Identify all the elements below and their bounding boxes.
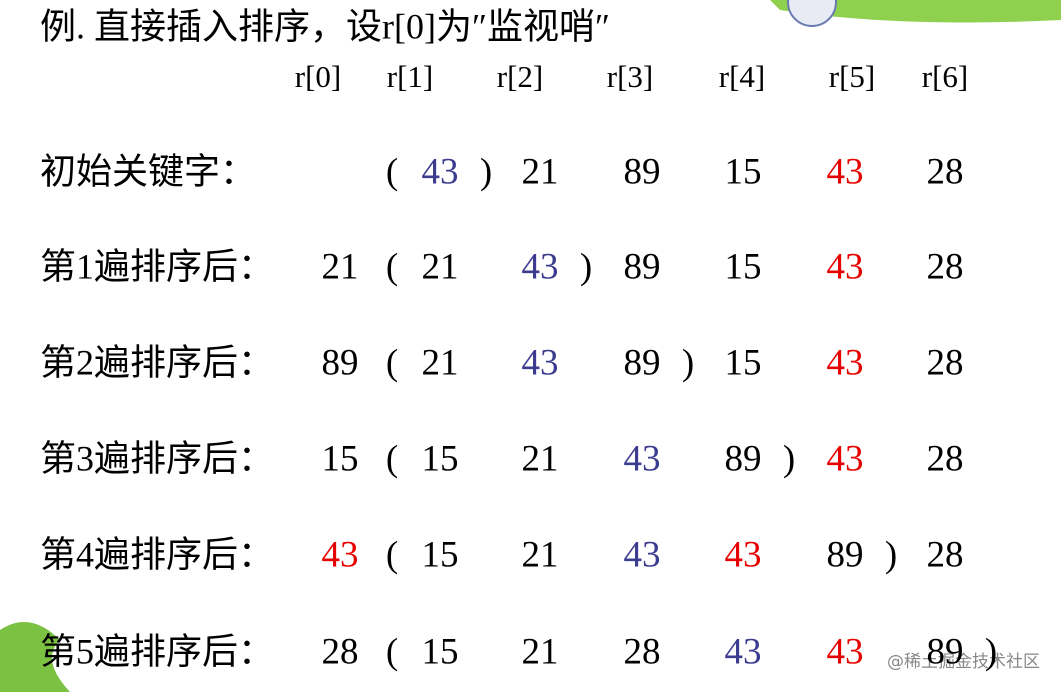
- key-value: 21: [522, 631, 559, 672]
- key-value: 43: [827, 246, 864, 287]
- key-value: 89: [624, 151, 661, 192]
- key-value: 43: [725, 631, 762, 672]
- decoration: [770, 0, 1061, 23]
- key-value: 15: [422, 438, 459, 479]
- key-value: 89: [927, 631, 964, 672]
- key-value: 43: [422, 151, 459, 192]
- paren: ): [480, 151, 492, 192]
- paren: ): [682, 342, 694, 383]
- paren: (: [386, 246, 398, 287]
- key-value: 89: [725, 438, 762, 479]
- row-label: 第2遍排序后：: [40, 342, 274, 382]
- key-value: 28: [927, 438, 964, 479]
- key-value: 21: [522, 151, 559, 192]
- paren: (: [386, 534, 398, 575]
- key-value: 15: [725, 342, 762, 383]
- key-value: 28: [927, 534, 964, 575]
- paren: (: [386, 438, 398, 479]
- key-value: 28: [927, 151, 964, 192]
- paren: ): [885, 534, 897, 575]
- column-header: r[4]: [719, 59, 765, 94]
- row-label: 第3遍排序后：: [40, 438, 274, 478]
- key-value: 28: [624, 631, 661, 672]
- decoration: [0, 622, 70, 692]
- key-value: 43: [624, 438, 661, 479]
- key-value: 89: [624, 246, 661, 287]
- key-value: 43: [725, 534, 762, 575]
- column-header: r[6]: [922, 59, 968, 94]
- key-value: 43: [827, 151, 864, 192]
- row-label: 第4遍排序后：: [40, 534, 274, 574]
- column-header: r[0]: [295, 59, 341, 94]
- paren: ): [783, 438, 795, 479]
- key-value: 43: [624, 534, 661, 575]
- paren: ): [580, 246, 592, 287]
- key-value: 43: [522, 246, 559, 287]
- row-label: 第5遍排序后：: [40, 631, 274, 671]
- key-value: 28: [322, 631, 359, 672]
- key-value: 43: [827, 438, 864, 479]
- watermark: @稀土掘金技术社区: [887, 652, 1040, 672]
- key-value: 43: [827, 631, 864, 672]
- key-value: 21: [422, 246, 459, 287]
- paren: (: [386, 342, 398, 383]
- column-header: r[5]: [829, 59, 875, 94]
- key-value: 43: [827, 342, 864, 383]
- paren: ): [985, 631, 997, 672]
- key-value: 15: [725, 151, 762, 192]
- key-value: 15: [725, 246, 762, 287]
- key-value: 43: [322, 534, 359, 575]
- key-value: 15: [422, 631, 459, 672]
- key-value: 28: [927, 342, 964, 383]
- column-header: r[2]: [497, 59, 543, 94]
- key-value: 15: [422, 534, 459, 575]
- key-value: 28: [927, 246, 964, 287]
- key-value: 21: [422, 342, 459, 383]
- key-value: 89: [322, 342, 359, 383]
- column-header: r[3]: [607, 59, 653, 94]
- title: 例. 直接插入排序，设r[0]为″监视哨″: [40, 6, 610, 46]
- row-label: 初始关键字：: [40, 151, 256, 191]
- key-value: 21: [522, 534, 559, 575]
- paren: (: [386, 631, 398, 672]
- key-value: 21: [322, 246, 359, 287]
- key-value: 43: [522, 342, 559, 383]
- key-value: 89: [624, 342, 661, 383]
- logo: [787, 0, 837, 27]
- key-value: 89: [827, 534, 864, 575]
- row-label: 第1遍排序后：: [40, 246, 274, 286]
- key-value: 15: [322, 438, 359, 479]
- paren: (: [386, 151, 398, 192]
- column-header: r[1]: [387, 59, 433, 94]
- key-value: 21: [522, 438, 559, 479]
